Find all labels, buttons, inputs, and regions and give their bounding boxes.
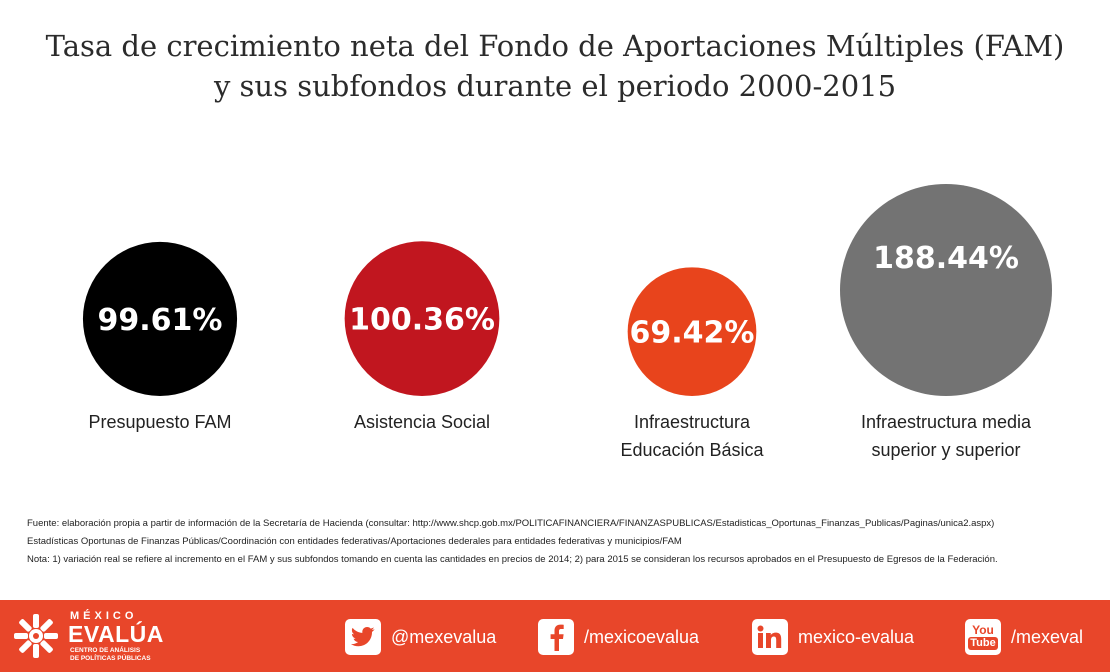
bubble-category-label: Presupuesto FAM	[88, 412, 232, 432]
linkedin-icon	[752, 619, 788, 655]
logo-subtitle-line2: DE POLÍTICAS PÚBLICAS	[70, 654, 151, 662]
mexico-evalua-logo[interactable]: MÉXICO EVALÚA CENTRO DE ANÁLISIS DE POLÍ…	[12, 604, 164, 668]
footer-bar: MÉXICO EVALÚA CENTRO DE ANÁLISIS DE POLÍ…	[0, 600, 1110, 672]
logo-main-text: EVALÚA	[68, 621, 164, 647]
facebook-handle: /mexicoevalua	[584, 626, 700, 647]
twitter-handle: @mexevalua	[391, 626, 497, 647]
twitter-icon	[345, 619, 381, 655]
linkedin-handle: mexico-evalua	[798, 626, 915, 647]
chart-title: Tasa de crecimiento neta del Fondo de Ap…	[0, 26, 1110, 106]
youtube-handle: /mexeval	[1011, 626, 1084, 647]
logo-subtitle: CENTRO DE ANÁLISIS DE POLÍTICAS PÚBLICAS	[70, 647, 180, 662]
bubble-infraestructura-educacion-basica	[627, 267, 757, 396]
logo-top-text: MÉXICO	[70, 610, 138, 622]
bubble-asistencia-social	[344, 241, 500, 396]
logo-subtitle-line1: CENTRO DE ANÁLISIS	[70, 647, 141, 654]
bubble-value-label: 100.36%	[349, 303, 495, 338]
chart-title-line2: y sus subfondos durante el periodo 2000-…	[213, 69, 897, 103]
source-note-line3: Nota: 1) variación real se refiere al in…	[27, 554, 998, 565]
bubble-value-label: 188.44%	[873, 241, 1019, 276]
youtube-icon-text-tube: Tube	[968, 637, 998, 650]
bubble-category-label: Asistencia Social	[353, 412, 491, 432]
youtube-icon: You Tube	[965, 619, 1001, 655]
bubble-value-label: 99.61%	[98, 303, 223, 338]
source-notes: Fuente: elaboración propia a partir de i…	[27, 515, 1097, 569]
bubble-chart: 99.61% 100.36% 69.42% 188.44%	[82, 184, 1052, 396]
chart-title-line1: Tasa de crecimiento neta del Fondo de Ap…	[45, 29, 1065, 63]
source-note-line2: Estadísticas Oportunas de Finanzas Públi…	[27, 536, 682, 547]
bubble-infraestructura-media-superior-y-superior	[840, 184, 1052, 396]
youtube-link[interactable]: You Tube /mexeval	[965, 618, 1083, 656]
source-note-line1: Fuente: elaboración propia a partir de i…	[27, 518, 995, 529]
bubble-category-label: Infraestructura Educación Básica	[620, 412, 764, 460]
logo-star-icon	[14, 614, 58, 658]
linkedin-link[interactable]: mexico-evalua	[752, 618, 914, 656]
bubble-value-label: 69.42%	[630, 316, 755, 351]
bubble-category-label: Infraestructura media superior y superio…	[860, 412, 1032, 460]
twitter-link[interactable]: @mexevalua	[345, 618, 496, 656]
facebook-link[interactable]: /mexicoevalua	[538, 618, 699, 656]
bubble-presupuesto-fam	[82, 241, 238, 396]
youtube-icon-text-you: You	[972, 623, 994, 637]
facebook-icon	[538, 619, 574, 655]
